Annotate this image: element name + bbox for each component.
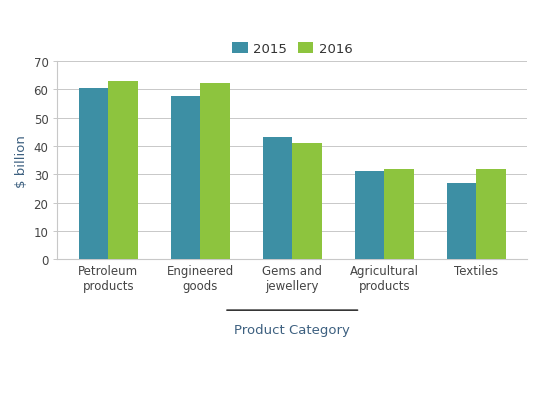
Bar — [476, 169, 506, 260]
Bar — [200, 84, 230, 260]
Bar — [108, 81, 138, 260]
Text: Product Category: Product Category — [234, 323, 350, 336]
Bar — [171, 97, 200, 260]
Bar — [292, 144, 321, 260]
Bar — [79, 88, 108, 260]
Y-axis label: $ billion: $ billion — [15, 134, 28, 187]
Bar — [447, 183, 476, 260]
Bar — [355, 172, 384, 260]
Bar — [384, 169, 414, 260]
Bar — [263, 138, 292, 260]
Legend: 2015, 2016: 2015, 2016 — [232, 43, 352, 56]
